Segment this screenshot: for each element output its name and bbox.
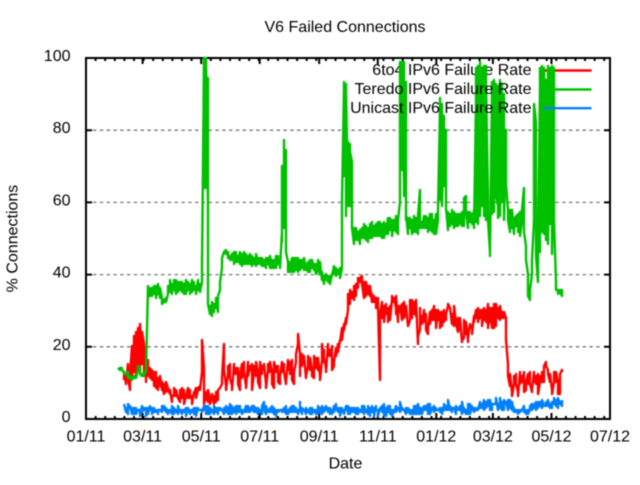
svg-text:Teredo IPv6 Failure Rate: Teredo IPv6 Failure Rate <box>355 81 532 98</box>
svg-text:0: 0 <box>62 409 71 426</box>
svg-text:01/11: 01/11 <box>67 429 106 446</box>
svg-text:11/11: 11/11 <box>359 429 397 446</box>
svg-text:60: 60 <box>53 192 71 209</box>
svg-text:Unicast IPv6 Failure Rate: Unicast IPv6 Failure Rate <box>350 100 532 117</box>
svg-text:80: 80 <box>53 120 71 137</box>
svg-text:05/12: 05/12 <box>531 429 571 446</box>
svg-text:100: 100 <box>44 48 71 65</box>
svg-text:Date: Date <box>329 456 363 473</box>
svg-text:03/12: 03/12 <box>473 429 513 446</box>
svg-text:09/11: 09/11 <box>300 429 339 446</box>
svg-text:01/12: 01/12 <box>416 429 456 446</box>
svg-text:07/11: 07/11 <box>240 429 279 446</box>
svg-text:07/12: 07/12 <box>590 429 630 446</box>
svg-text:6to4 IPv6 Failure Rate: 6to4 IPv6 Failure Rate <box>372 62 531 79</box>
svg-text:03/11: 03/11 <box>123 429 162 446</box>
svg-text:20: 20 <box>53 337 71 354</box>
svg-text:05/11: 05/11 <box>182 429 221 446</box>
svg-text:V6 Failed Connections: V6 Failed Connections <box>265 19 426 36</box>
svg-text:40: 40 <box>53 265 71 282</box>
svg-text:% Connections: % Connections <box>5 185 22 293</box>
